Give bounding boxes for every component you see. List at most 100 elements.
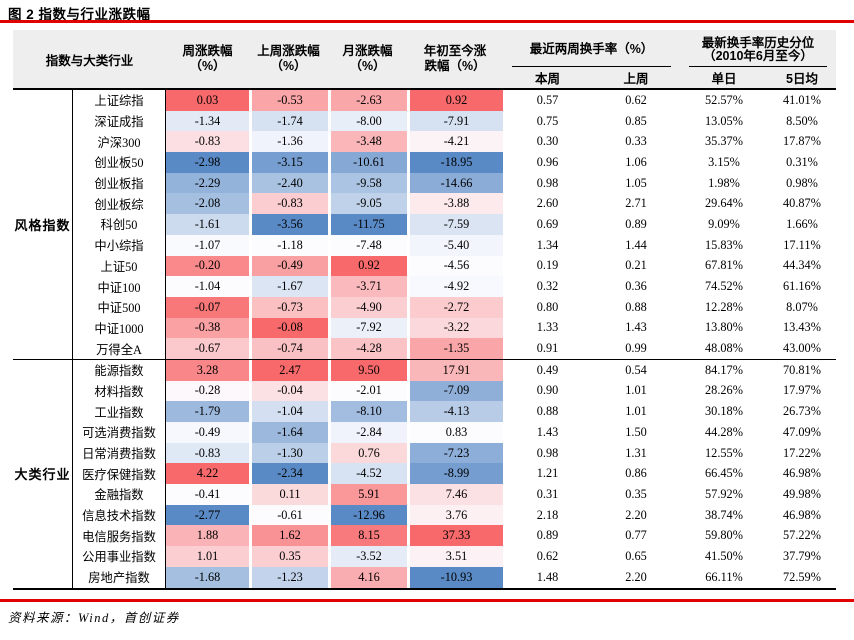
turnover-cell: 0.96 bbox=[536, 154, 559, 169]
pct-change-cell: -8.99 bbox=[407, 463, 503, 485]
turnover-percentile-cell: 29.64% bbox=[705, 196, 743, 211]
turnover-percentile-cell: 52.57% bbox=[705, 92, 743, 107]
turnover-cell: 1.43 bbox=[625, 320, 647, 335]
turnover-cell: 0.89 bbox=[625, 216, 647, 231]
turnover-percentile-cell: 13.80% bbox=[705, 320, 743, 335]
turnover-percentile-cell: 30.18% bbox=[705, 404, 743, 419]
column-header-single-day: 单日 bbox=[711, 71, 737, 86]
turnover-group-label: 最近两周换手率（%） bbox=[512, 34, 671, 67]
turnover-cell: 0.80 bbox=[536, 299, 559, 314]
pct-change-cell: -1.04 bbox=[249, 401, 328, 422]
turnover-percentile-cell: 48.08% bbox=[705, 341, 743, 356]
pct-change-cell: -3.71 bbox=[328, 276, 407, 297]
header-line: （%） bbox=[189, 59, 226, 73]
pct-change-cell: 0.11 bbox=[249, 484, 328, 505]
turnover-cell: 0.90 bbox=[536, 383, 559, 398]
pct-change-cell: -0.61 bbox=[249, 504, 328, 526]
pct-change-cell: 37.33 bbox=[407, 525, 503, 547]
turnover-cell: 0.88 bbox=[625, 299, 647, 314]
pct-change-cell: -0.38 bbox=[166, 317, 249, 339]
pct-change-cell: -4.52 bbox=[328, 463, 407, 485]
pct-change-cell: 1.88 bbox=[166, 525, 249, 547]
column-header-index-industry: 指数与大类行业 bbox=[45, 53, 134, 68]
turnover-cell: 2.20 bbox=[625, 507, 647, 522]
turnover-percentile-cell: 44.34% bbox=[783, 258, 821, 273]
pct-change-cell: -7.92 bbox=[328, 317, 407, 339]
turnover-percentile-cell: 44.28% bbox=[705, 424, 743, 439]
pct-change-cell: -9.05 bbox=[328, 193, 407, 215]
turnover-cell: 0.62 bbox=[625, 92, 647, 107]
pct-change-cell: -7.59 bbox=[407, 214, 503, 235]
pct-change-cell: -1.30 bbox=[249, 442, 328, 464]
pct-change-cell: -0.49 bbox=[166, 422, 249, 443]
turnover-percentile-cell: 43.00% bbox=[783, 341, 821, 356]
row-name: 医疗保健指数 bbox=[73, 463, 166, 485]
turnover-percentile-cell: 28.26% bbox=[705, 383, 743, 398]
turnover-cell: 2.18 bbox=[536, 507, 559, 522]
pct-change-cell: -0.04 bbox=[249, 380, 328, 402]
pct-change-cell: -2.72 bbox=[407, 296, 503, 318]
turnover-cell: 0.98 bbox=[536, 445, 559, 460]
turnover-percentile-cell: 35.37% bbox=[705, 134, 743, 149]
turnover-percentile-cell: 17.97% bbox=[783, 383, 821, 398]
turnover-percentile-cell: 46.98% bbox=[783, 466, 821, 481]
pct-change-cell: -5.40 bbox=[407, 234, 503, 256]
percentile-group-label: 最新换手率历史分位 （2010年6月至今） bbox=[689, 34, 827, 67]
turnover-percentile-cell: 12.55% bbox=[705, 445, 743, 460]
pct-change-cell: -2.40 bbox=[249, 172, 328, 194]
pct-change-cell: 5.91 bbox=[328, 484, 407, 505]
pct-change-cell: -4.28 bbox=[328, 338, 407, 359]
turnover-cell: 0.69 bbox=[536, 216, 559, 231]
pct-change-cell: 1.62 bbox=[249, 525, 328, 547]
pct-change-cell: -7.23 bbox=[407, 442, 503, 464]
turnover-percentile-cell: 46.98% bbox=[783, 507, 821, 522]
turnover-percentile-cell: 40.87% bbox=[783, 196, 821, 211]
row-name: 万得全A bbox=[73, 338, 166, 359]
pct-change-cell: -0.83 bbox=[166, 131, 249, 153]
row-name: 工业指数 bbox=[73, 401, 166, 422]
source-note: 资料来源：Wind，首创证券 bbox=[8, 611, 180, 625]
turnover-percentile-cell: 67.81% bbox=[705, 258, 743, 273]
pct-change-cell: -10.61 bbox=[328, 152, 407, 173]
turnover-cell: 1.01 bbox=[625, 404, 647, 419]
row-group-label: 风格指数 bbox=[13, 90, 73, 359]
pct-change-cell: -14.66 bbox=[407, 172, 503, 194]
column-header-5day-avg: 5日均 bbox=[786, 71, 818, 86]
pct-change-cell: 1.01 bbox=[166, 546, 249, 567]
turnover-cell: 1.34 bbox=[536, 237, 559, 252]
row-name: 可选消费指数 bbox=[73, 422, 166, 443]
pct-change-cell: -2.29 bbox=[166, 172, 249, 194]
pct-change-cell: -2.63 bbox=[328, 90, 407, 111]
row-group: 大类行业 能源指数 3.28 2.47 9.50 17.91 0.49 0.54 84.17% 7… bbox=[13, 358, 836, 588]
pct-change-cell: -0.67 bbox=[166, 338, 249, 359]
row-group-label: 大类行业 bbox=[13, 359, 73, 588]
column-group-percentile: 最新换手率历史分位 （2010年6月至今） 单日 5日均 bbox=[680, 30, 836, 88]
turnover-percentile-cell: 1.98% bbox=[708, 175, 740, 190]
turnover-cell: 1.21 bbox=[536, 466, 559, 481]
pct-change-cell: 0.35 bbox=[249, 546, 328, 567]
row-name: 材料指数 bbox=[73, 380, 166, 402]
turnover-percentile-cell: 66.45% bbox=[705, 466, 743, 481]
pct-change-cell: -2.77 bbox=[166, 504, 249, 526]
column-header-ytd-change: 年初至今涨 跌幅（%） bbox=[407, 30, 503, 88]
turnover-cell: 0.21 bbox=[625, 258, 647, 273]
pct-change-cell: 17.91 bbox=[407, 359, 503, 381]
turnover-cell: 1.06 bbox=[625, 154, 647, 169]
pct-change-cell: -1.68 bbox=[166, 566, 249, 588]
pct-change-cell: -2.84 bbox=[328, 422, 407, 443]
row-name: 中证1000 bbox=[73, 317, 166, 339]
pct-change-cell: -0.73 bbox=[249, 296, 328, 318]
turnover-percentile-cell: 47.09% bbox=[783, 424, 821, 439]
turnover-cell: 2.60 bbox=[536, 196, 559, 211]
turnover-percentile-cell: 38.74% bbox=[705, 507, 743, 522]
row-name: 中小综指 bbox=[73, 234, 166, 256]
pct-change-cell: -1.36 bbox=[249, 131, 328, 153]
turnover-cell: 0.77 bbox=[625, 528, 647, 543]
turnover-percentile-cell: 72.59% bbox=[783, 569, 821, 584]
row-name: 科创50 bbox=[73, 214, 166, 235]
column-header-week-change: 周涨跌幅 （%） bbox=[166, 30, 249, 88]
pct-change-cell: -0.49 bbox=[249, 255, 328, 277]
turnover-cell: 0.88 bbox=[536, 404, 559, 419]
turnover-subheaders: 本周 上周 bbox=[503, 67, 680, 87]
pct-change-cell: -10.93 bbox=[407, 566, 503, 588]
